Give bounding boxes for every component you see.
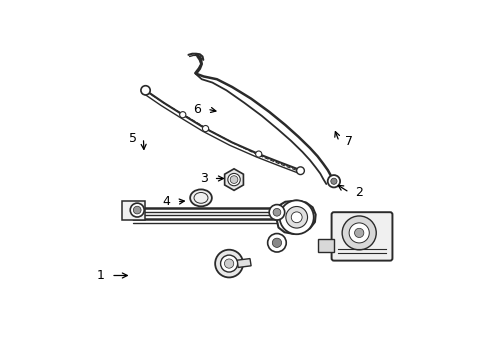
FancyBboxPatch shape <box>318 239 334 252</box>
Circle shape <box>286 207 308 228</box>
Text: 7: 7 <box>345 135 353 148</box>
Text: 2: 2 <box>356 186 364 199</box>
Circle shape <box>328 175 340 188</box>
Circle shape <box>220 255 238 272</box>
Text: 4: 4 <box>163 195 171 208</box>
Circle shape <box>202 126 209 132</box>
Circle shape <box>349 223 369 243</box>
Circle shape <box>230 176 238 184</box>
Circle shape <box>180 112 186 118</box>
Circle shape <box>268 234 286 252</box>
Text: 5: 5 <box>129 131 137 144</box>
Circle shape <box>291 212 302 223</box>
Circle shape <box>342 216 376 250</box>
Circle shape <box>215 250 243 278</box>
Circle shape <box>355 228 364 238</box>
Text: 3: 3 <box>199 172 207 185</box>
Circle shape <box>280 201 314 234</box>
Ellipse shape <box>190 189 212 206</box>
Circle shape <box>272 238 282 247</box>
Circle shape <box>133 206 141 214</box>
Text: 6: 6 <box>193 103 201 116</box>
Polygon shape <box>224 169 244 190</box>
FancyBboxPatch shape <box>122 201 145 220</box>
Circle shape <box>141 86 150 95</box>
Circle shape <box>224 259 234 268</box>
Circle shape <box>296 167 304 175</box>
Circle shape <box>130 203 144 217</box>
Circle shape <box>273 208 281 216</box>
Circle shape <box>256 151 262 157</box>
Circle shape <box>269 204 285 220</box>
Circle shape <box>331 178 337 184</box>
Text: 1: 1 <box>97 269 105 282</box>
Polygon shape <box>237 258 251 267</box>
Circle shape <box>228 174 240 186</box>
FancyBboxPatch shape <box>332 212 392 261</box>
